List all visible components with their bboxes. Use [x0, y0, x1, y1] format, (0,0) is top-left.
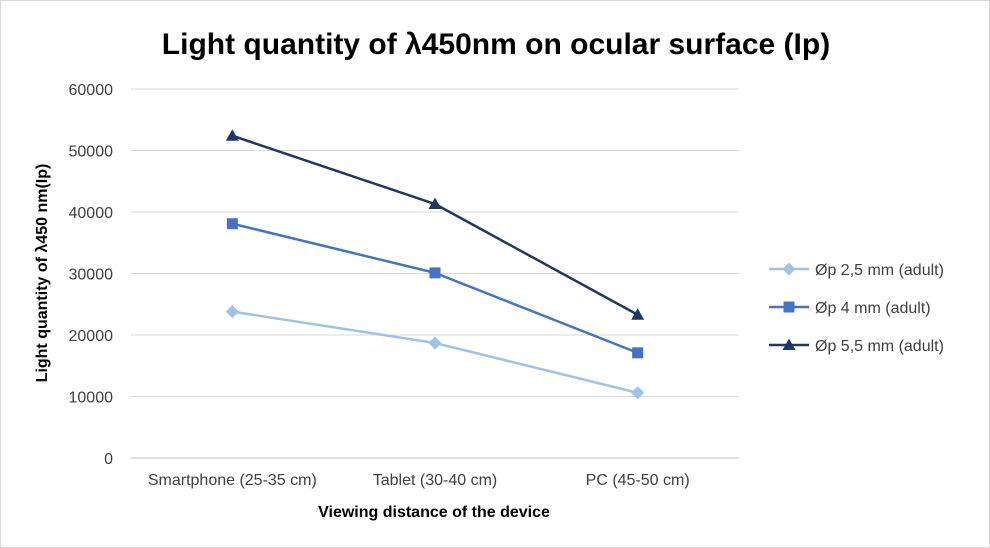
data-point [225, 129, 239, 141]
legend-label: Øp 5,5 mm (adult) [815, 338, 944, 355]
y-tick-label: 50000 [69, 144, 114, 161]
data-point [428, 197, 442, 210]
series-line [232, 222, 639, 354]
series-group [225, 129, 645, 400]
y-tick-label: 0 [104, 451, 113, 468]
x-tick-label: Smartphone (25-35 cm) [148, 472, 317, 489]
data-point [429, 267, 441, 279]
data-point [631, 386, 645, 400]
y-tick-label: 60000 [69, 82, 114, 99]
data-point [782, 338, 796, 350]
gridlines [131, 88, 739, 459]
legend-item: Øp 5,5 mm (adult) [769, 338, 944, 355]
series-line [232, 310, 638, 395]
series-line [231, 134, 639, 316]
x-axis-title: Viewing distance of the device [318, 504, 550, 521]
data-point [226, 218, 238, 230]
data-point [783, 301, 795, 313]
data-point [631, 308, 645, 320]
y-tick-label: 40000 [69, 205, 114, 222]
legend-item: Øp 2,5 mm (adult) [769, 262, 944, 279]
y-tick-label: 20000 [69, 328, 114, 345]
x-tick-label: Tablet (30-40 cm) [373, 472, 498, 489]
legend-item: Øp 4 mm (adult) [769, 300, 931, 317]
y-tick-label: 30000 [69, 267, 114, 284]
legend-label: Øp 4 mm (adult) [815, 300, 931, 317]
y-tick-label: 10000 [69, 390, 114, 407]
legend-label: Øp 2,5 mm (adult) [815, 262, 944, 279]
data-point [782, 262, 796, 276]
series-line-group [226, 218, 644, 359]
legend: Øp 2,5 mm (adult) Øp 4 mm (adult) Øp 5,5 m… [769, 262, 944, 355]
data-point [428, 336, 442, 350]
data-point [225, 305, 239, 319]
series-line-group [225, 305, 645, 400]
x-axis-ticks: Smartphone (25-35 cm) Tablet (30-40 cm) PC… [148, 472, 690, 489]
data-point [632, 347, 644, 359]
series-line-group [225, 129, 645, 320]
chart-title: Light quantity of λ450nm on ocular surfa… [162, 28, 830, 61]
x-tick-label: PC (45-50 cm) [586, 472, 690, 489]
y-axis-title: Light quantity of λ450 nm(Ip) [34, 164, 51, 383]
y-axis-ticks: 0 10000 20000 30000 40000 50000 60000 [69, 82, 114, 468]
